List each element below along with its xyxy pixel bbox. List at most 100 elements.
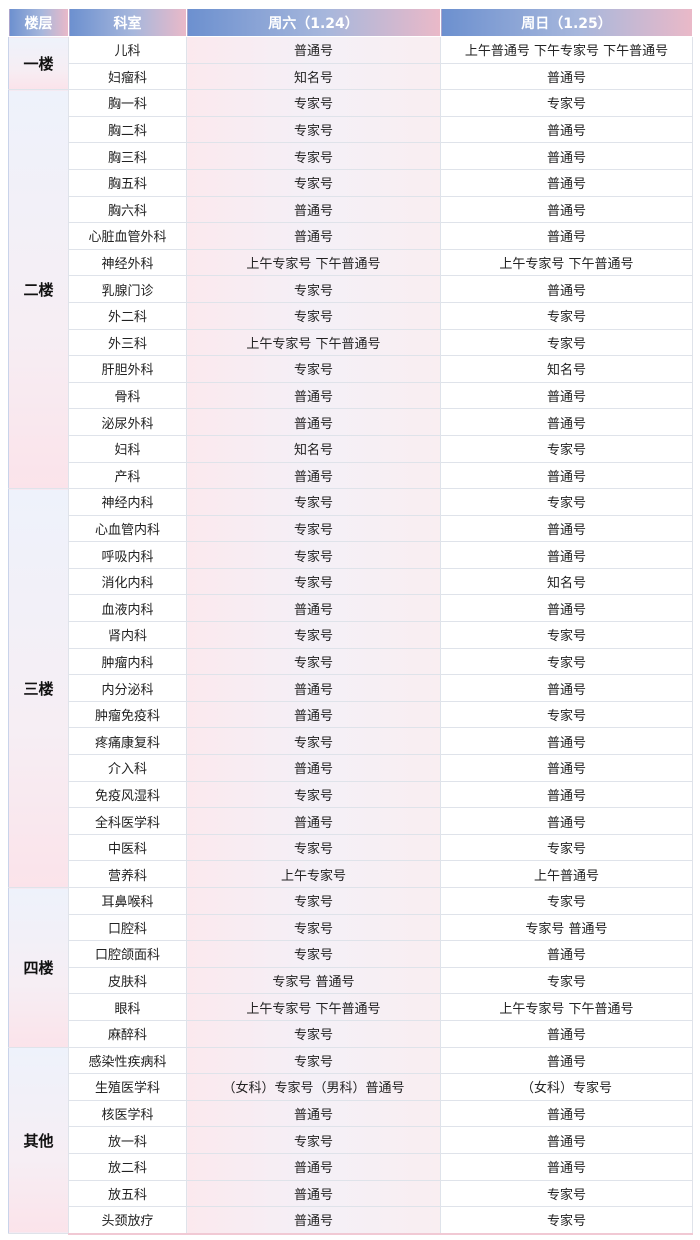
sunday-cell: 普通号: [440, 594, 693, 623]
sunday-cell: 普通号: [440, 754, 693, 782]
table-row: 放二科 普通号 普通号: [9, 1152, 693, 1181]
dept-cell: 神经内科: [68, 488, 187, 516]
table-row: 外三科 上午专家号 下午普通号 专家号: [9, 328, 693, 357]
saturday-cell: 专家号: [186, 1046, 441, 1075]
saturday-cell: 专家号: [186, 887, 441, 915]
table-row: 外二科 专家号 专家号: [9, 301, 693, 330]
saturday-cell: 专家号: [186, 275, 441, 303]
dept-cell: 胸一科: [68, 89, 187, 117]
saturday-cell: 上午专家号 下午普通号: [186, 328, 441, 357]
sunday-cell: （女科）专家号: [440, 1073, 693, 1101]
saturday-cell: 专家号 普通号: [186, 966, 441, 995]
sunday-cell: 普通号: [440, 541, 693, 569]
dept-cell: 胸六科: [68, 195, 187, 224]
saturday-cell: 专家号: [186, 567, 441, 596]
dept-cell: 妇瘤科: [68, 62, 187, 91]
sunday-cell: 专家号: [440, 488, 693, 516]
saturday-cell: 普通号: [186, 36, 441, 64]
sunday-cell: 上午普通号: [440, 860, 693, 888]
dept-cell: 消化内科: [68, 567, 187, 596]
dept-cell: 生殖医学科: [68, 1073, 187, 1101]
table-row: 胸五科 专家号 普通号: [9, 168, 693, 197]
sunday-cell: 知名号: [440, 567, 693, 596]
saturday-cell: 普通号: [186, 674, 441, 702]
saturday-cell: 专家号: [186, 168, 441, 197]
sunday-cell: 上午专家号 下午普通号: [440, 248, 693, 277]
table-row: 头颈放疗 普通号 专家号: [9, 1206, 693, 1235]
floor-cell: 三楼: [8, 488, 69, 888]
saturday-cell: 专家号: [186, 541, 441, 569]
table-row: 消化内科 专家号 知名号: [9, 567, 693, 596]
dept-cell: 肾内科: [68, 621, 187, 649]
saturday-cell: 普通号: [186, 1152, 441, 1181]
table-row: 胸三科 专家号 普通号: [9, 142, 693, 170]
saturday-cell: 专家号: [186, 727, 441, 756]
dept-cell: 肿瘤免疫科: [68, 700, 187, 729]
table-row: 四楼 耳鼻喉科 专家号 专家号: [8, 887, 693, 1048]
dept-cell: 神经外科: [68, 248, 187, 277]
header-floor: 楼层: [8, 8, 69, 37]
table-row: 肾内科 专家号 专家号: [9, 621, 693, 649]
saturday-cell: 专家号: [186, 142, 441, 170]
sunday-cell: 普通号: [440, 408, 693, 436]
dept-cell: 放五科: [68, 1179, 187, 1208]
sunday-cell: 普通号: [440, 275, 693, 303]
dept-cell: 皮肤科: [68, 966, 187, 995]
saturday-cell: 专家号: [186, 1126, 441, 1154]
saturday-cell: 专家号: [186, 621, 441, 649]
sunday-cell: 普通号: [440, 514, 693, 543]
saturday-cell: 专家号: [186, 647, 441, 676]
saturday-cell: 专家号: [186, 913, 441, 942]
table-row: 核医学科 普通号 普通号: [9, 1099, 693, 1128]
sunday-cell: 上午普通号 下午专家号 下午普通号: [440, 36, 693, 64]
saturday-cell: 普通号: [186, 754, 441, 782]
sunday-cell: 专家号: [440, 887, 693, 915]
dept-cell: 儿科: [68, 36, 187, 64]
dept-cell: 胸三科: [68, 142, 187, 170]
saturday-cell: 上午专家号: [186, 860, 441, 888]
sunday-cell: 普通号: [440, 195, 693, 224]
dept-cell: 骨科: [68, 381, 187, 410]
dept-cell: 心脏血管外科: [68, 222, 187, 250]
table-row: 二楼 胸一科 专家号 专家号: [8, 89, 693, 490]
dept-cell: 内分泌科: [68, 674, 187, 702]
sunday-cell: 知名号: [440, 355, 693, 383]
saturday-cell: 专家号: [186, 115, 441, 144]
table-row: 胸二科 专家号 普通号: [9, 115, 693, 144]
table-row: 神经外科 上午专家号 下午普通号 上午专家号 下午普通号: [9, 248, 693, 277]
dept-cell: 外三科: [68, 328, 187, 357]
sunday-cell: 专家号: [440, 700, 693, 729]
saturday-cell: 专家号: [186, 355, 441, 383]
dept-cell: 耳鼻喉科: [68, 887, 187, 915]
sunday-cell: 普通号: [440, 62, 693, 91]
table-row: 全科医学科 普通号 普通号: [9, 807, 693, 835]
sunday-cell: 普通号: [440, 142, 693, 170]
header-saturday: 周六（1.24）: [186, 8, 441, 37]
sunday-cell: 普通号: [440, 1152, 693, 1181]
schedule-table: 楼层 科室 周六（1.24） 周日（1.25） 一楼 儿科 普通号 上午普通号 下午专…: [8, 8, 693, 1235]
sunday-cell: 专家号: [440, 621, 693, 649]
dept-cell: 心血管内科: [68, 514, 187, 543]
table-row: 眼科 上午专家号 下午普通号 上午专家号 下午普通号: [9, 993, 693, 1021]
sunday-cell: 普通号: [440, 222, 693, 250]
table-row: 介入科 普通号 普通号: [9, 754, 693, 782]
sunday-cell: 普通号: [440, 1046, 693, 1075]
dept-cell: 胸二科: [68, 115, 187, 144]
saturday-cell: 专家号: [186, 833, 441, 862]
table-row: 肿瘤内科 专家号 专家号: [9, 647, 693, 676]
dept-cell: 麻醉科: [68, 1019, 187, 1048]
dept-cell: 核医学科: [68, 1099, 187, 1128]
dept-cell: 产科: [68, 461, 187, 490]
saturday-cell: 专家号: [186, 780, 441, 809]
dept-cell: 口腔颌面科: [68, 940, 187, 968]
sunday-cell: 专家号: [440, 833, 693, 862]
saturday-cell: 知名号: [186, 62, 441, 91]
sunday-cell: 普通号: [440, 115, 693, 144]
saturday-cell: 普通号: [186, 1206, 441, 1235]
floor-cell: 四楼: [8, 887, 69, 1048]
table-row: 心脏血管外科 普通号 普通号: [9, 222, 693, 250]
sunday-cell: 专家号: [440, 301, 693, 330]
dept-cell: 肿瘤内科: [68, 647, 187, 676]
table-row: 口腔颌面科 专家号 普通号: [9, 940, 693, 968]
table-row: 疼痛康复科 专家号 普通号: [9, 727, 693, 756]
